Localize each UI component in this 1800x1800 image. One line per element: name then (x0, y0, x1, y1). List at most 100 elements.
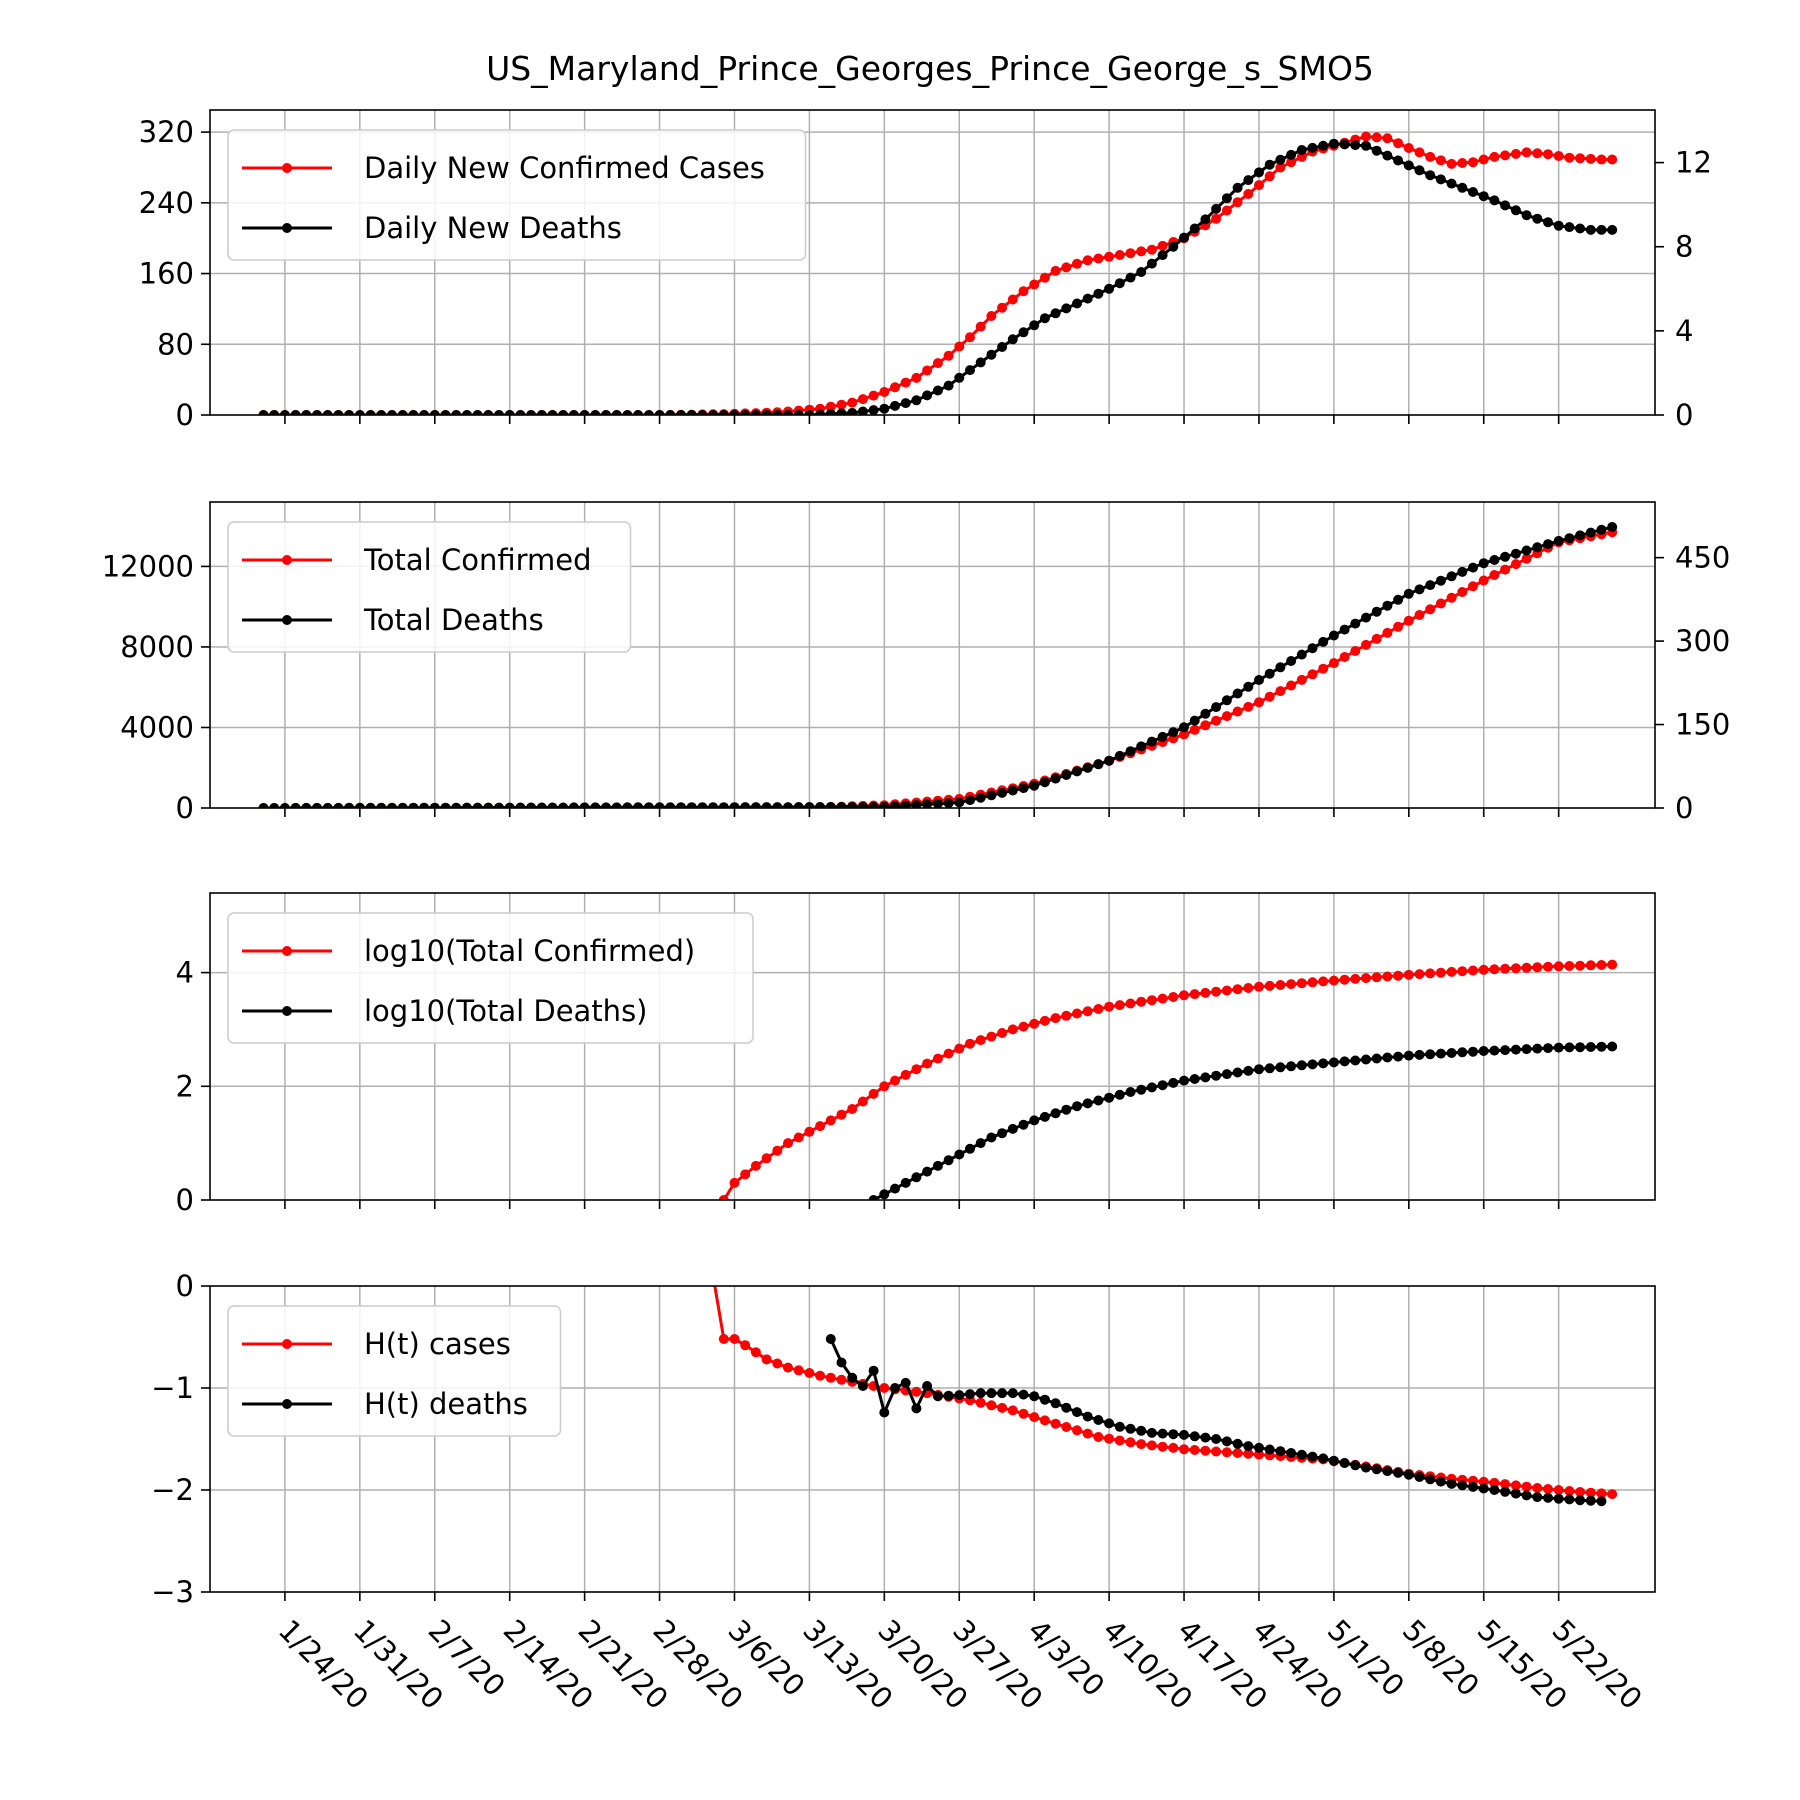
data-point (1243, 189, 1254, 199)
data-point (900, 1177, 911, 1188)
data-point (547, 802, 558, 808)
data-point (857, 1096, 868, 1107)
data-point (1500, 963, 1511, 974)
data-point (1457, 182, 1468, 193)
data-point (1489, 195, 1500, 206)
data-point (1061, 1402, 1072, 1413)
data-point (890, 400, 900, 411)
legend-label: H(t) deaths (364, 1387, 528, 1421)
data-point (1221, 205, 1232, 216)
y-tick-label: 8000 (120, 630, 194, 664)
data-point (1500, 1045, 1511, 1056)
data-point (1607, 522, 1618, 532)
data-point (911, 1386, 922, 1397)
data-point (1564, 1042, 1575, 1053)
data-point (1596, 1041, 1607, 1052)
data-point (1500, 1479, 1511, 1490)
y-tick-label: −1 (151, 1371, 194, 1405)
data-point (1200, 214, 1211, 225)
data-point (804, 410, 815, 415)
data-point (1543, 217, 1553, 228)
data-point (975, 792, 986, 803)
data-point (1286, 656, 1297, 666)
data-point (1200, 1072, 1211, 1083)
data-point (1179, 729, 1189, 740)
data-point (1414, 1049, 1425, 1060)
data-point (1307, 977, 1318, 988)
data-point (686, 802, 697, 808)
data-point (868, 1088, 879, 1099)
data-point (943, 350, 954, 361)
data-point (504, 410, 515, 415)
data-point (429, 802, 440, 808)
data-point (1553, 220, 1564, 231)
data-point (1254, 180, 1264, 191)
data-point (1232, 688, 1243, 699)
data-point (1189, 989, 1200, 1000)
data-point (750, 1347, 761, 1358)
data-point (1361, 639, 1371, 650)
y-tick-label: 4000 (120, 710, 194, 744)
data-point (1125, 1087, 1136, 1097)
data-point (1543, 1043, 1553, 1054)
data-point (975, 357, 986, 368)
data-point (986, 790, 997, 801)
legend: log10(Total Confirmed) log10(Total Deaths… (227, 912, 754, 1044)
data-point (1232, 1438, 1243, 1449)
data-point (772, 1145, 783, 1156)
data-point (526, 410, 537, 415)
data-point (697, 410, 708, 415)
data-point (1489, 555, 1500, 565)
data-point (365, 802, 376, 808)
data-point (1254, 981, 1264, 992)
data-point (815, 1121, 826, 1132)
data-point (825, 802, 836, 808)
data-point (1489, 1477, 1500, 1488)
data-point (1564, 1486, 1575, 1496)
data-point (900, 1377, 911, 1388)
data-point (1575, 1495, 1586, 1506)
data-point (1029, 279, 1040, 290)
data-point (1296, 1060, 1307, 1071)
data-point (783, 1362, 793, 1373)
data-point (376, 410, 387, 415)
data-point (1393, 1467, 1404, 1478)
data-point (708, 802, 719, 808)
data-point (1136, 267, 1147, 277)
data-point (836, 802, 847, 808)
data-point (1264, 1063, 1275, 1074)
data-point (665, 410, 676, 415)
data-point (1414, 165, 1425, 176)
data-point (1221, 711, 1232, 722)
data-point (1146, 1082, 1157, 1093)
data-point (1125, 998, 1136, 1009)
data-point (1371, 633, 1382, 644)
data-point (1425, 1049, 1436, 1060)
data-point (1211, 213, 1222, 224)
data-point (1328, 975, 1339, 986)
data-point (558, 410, 569, 415)
data-point (1286, 979, 1297, 990)
data-point (1328, 630, 1339, 641)
data-point (1018, 1389, 1029, 1400)
data-point (943, 1048, 954, 1059)
data-point (1521, 545, 1532, 556)
data-point (290, 802, 301, 808)
data-point (729, 802, 740, 808)
legend: Daily New Confirmed Cases Daily New Death… (227, 129, 807, 261)
data-point (408, 410, 419, 415)
data-point (1510, 1480, 1521, 1491)
y2-tick-label: 450 (1675, 541, 1730, 575)
data-point (793, 1132, 804, 1143)
data-point (879, 1383, 890, 1393)
data-point (1435, 155, 1446, 166)
data-point (879, 1189, 890, 1200)
data-point (1596, 224, 1607, 235)
data-point (911, 1064, 922, 1075)
data-point (1082, 255, 1093, 266)
data-point (1510, 559, 1521, 570)
data-point (1157, 1441, 1168, 1452)
data-point (922, 1166, 933, 1177)
data-point (494, 802, 504, 808)
data-point (1254, 697, 1264, 708)
